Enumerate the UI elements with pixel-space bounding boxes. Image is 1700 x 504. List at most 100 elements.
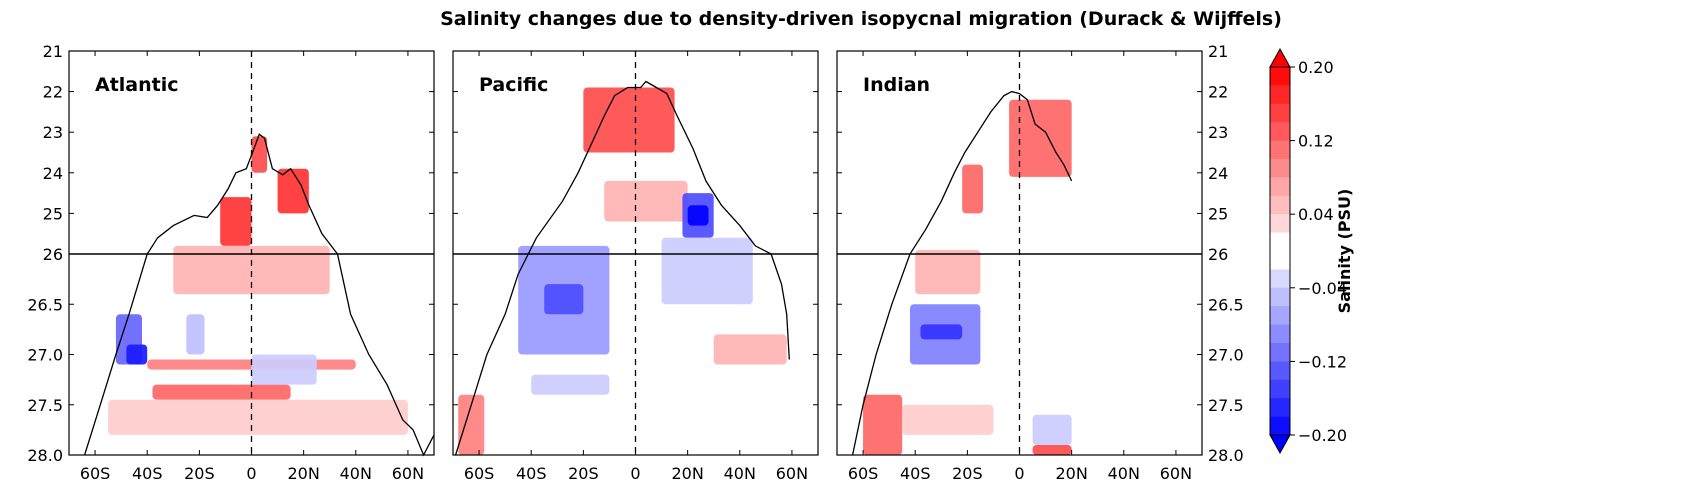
- anomaly-patch: [604, 180, 688, 222]
- colorbar-tick-label: 0.04: [1298, 205, 1334, 224]
- colorbar-band: [1270, 214, 1290, 234]
- anomaly-patch: [713, 334, 787, 365]
- colorbar-band: [1270, 343, 1290, 362]
- x-tick-label: 0: [1014, 464, 1024, 483]
- outcrop-line: [851, 90, 1073, 456]
- colorbar-band: [1270, 361, 1290, 381]
- y-tick-label: 26: [1208, 245, 1228, 264]
- x-tick-label: 40S: [516, 464, 547, 483]
- anomaly-patch: [126, 344, 148, 365]
- y-tick-label: 26: [43, 245, 63, 264]
- y-tick-label: 25: [43, 204, 63, 223]
- colorbar-band: [1270, 103, 1290, 123]
- y-tick-label: 24: [1208, 164, 1228, 183]
- outcrop-line: [454, 80, 790, 456]
- x-tick-label: 0: [630, 464, 640, 483]
- colorbar-extend-bottom: [1269, 434, 1291, 455]
- x-tick-label: 20S: [952, 464, 983, 483]
- chart-title: Salinity changes due to density-driven i…: [440, 8, 1282, 30]
- anomaly-patch: [251, 354, 317, 385]
- panel-label: Indian: [863, 74, 930, 96]
- y-tick-label: 21: [43, 42, 63, 61]
- anomaly-patch: [173, 245, 330, 295]
- y-tick-label: 23: [43, 123, 63, 142]
- y-tick-label: 24: [43, 164, 63, 183]
- colorbar-band: [1270, 67, 1290, 86]
- x-tick-label: 60S: [464, 464, 495, 483]
- anomaly-patch: [458, 394, 485, 455]
- y-tick-label: 26.5: [27, 295, 63, 314]
- colorbar-band: [1270, 306, 1290, 326]
- anomaly-patch: [1032, 414, 1072, 445]
- colorbar-band: [1270, 140, 1290, 160]
- y-tick-label: 23: [1208, 123, 1228, 142]
- anomaly-layer: [863, 99, 1072, 455]
- x-tick-label: 0: [246, 464, 256, 483]
- x-tick-label: 40N: [340, 464, 372, 483]
- colorbar-band: [1270, 85, 1290, 105]
- anomaly-patch: [962, 164, 983, 214]
- colorbar-band: [1270, 122, 1290, 142]
- anomaly-patch: [186, 314, 205, 355]
- colorbar: 0.20 0.12 0.04 −0.04 −0.12 −0.20 Salinity (PSU…: [1269, 47, 1354, 455]
- colorbar-band: [1270, 324, 1290, 344]
- x-tick-label: 40S: [132, 464, 163, 483]
- anomaly-patch: [661, 237, 753, 305]
- anomaly-patch: [1009, 99, 1072, 177]
- colorbar-tick-label: −0.12: [1298, 352, 1347, 371]
- x-tick-label: 60S: [848, 464, 879, 483]
- x-tick-label: 60N: [776, 464, 808, 483]
- x-tick-label: 60N: [1160, 464, 1192, 483]
- panel-atlantic: Atlantic 60S 40S 20S 0 20N 40N 60N: [68, 50, 435, 483]
- anomaly-layer: [458, 87, 787, 455]
- colorbar-label: Salinity (PSU): [1335, 189, 1354, 314]
- colorbar-frame: [1269, 66, 1291, 436]
- anomaly-patch: [915, 249, 981, 295]
- x-tick-label: 20N: [287, 464, 319, 483]
- anomaly-patch: [531, 374, 610, 395]
- x-tick-label: 20N: [671, 464, 703, 483]
- colorbar-tick-label: −0.20: [1298, 426, 1347, 445]
- colorbar-band: [1270, 159, 1290, 178]
- colorbar-band: [1270, 232, 1290, 252]
- colorbar-band: [1270, 251, 1290, 270]
- x-tick-label: 20S: [184, 464, 215, 483]
- colorbar-band: [1270, 287, 1290, 307]
- panel-pacific: Pacific 60S 40S 20S 0 20N 40N 60N: [452, 50, 819, 483]
- colorbar-band: [1270, 195, 1290, 215]
- anomaly-patch: [863, 394, 903, 455]
- x-tick-label: 60S: [80, 464, 111, 483]
- anomaly-patch: [687, 205, 709, 226]
- panel-indian: Indian 60S 40S 20S 0 20N 40N 60N: [836, 50, 1203, 483]
- colorbar-tick-label: 0.20: [1298, 58, 1334, 77]
- anomaly-patch: [920, 324, 963, 340]
- colorbar-band: [1270, 177, 1290, 197]
- y-tick-label: 27.0: [27, 346, 63, 365]
- colorbar-band: [1270, 416, 1290, 436]
- anomaly-patch: [583, 87, 675, 153]
- anomaly-patch: [902, 404, 994, 435]
- colorbar-tick-label: 0.12: [1298, 132, 1334, 151]
- y-tick-label: 22: [43, 83, 63, 102]
- x-tick-label: 20N: [1055, 464, 1087, 483]
- y-tick-label: 21: [1208, 42, 1228, 61]
- y-tick-label: 25: [1208, 204, 1228, 223]
- outcrop-line: [83, 133, 435, 457]
- anomaly-patch: [1032, 444, 1072, 455]
- y-tick-label: 27.5: [27, 396, 63, 415]
- y-tick-label: 28.0: [1208, 446, 1244, 465]
- y-tick-label: 27.0: [1208, 346, 1244, 365]
- panel-label: Pacific: [479, 74, 548, 96]
- x-tick-label: 40N: [724, 464, 756, 483]
- anomaly-patch: [220, 197, 252, 246]
- y-tick-label: 28.0: [27, 446, 63, 465]
- x-tick-label: 20S: [568, 464, 599, 483]
- colorbar-tick-label: −0.04: [1298, 279, 1347, 298]
- y-tick-label: 27.5: [1208, 396, 1244, 415]
- panels: Atlantic 60S 40S 20S 0 20N 40N 60N Pacific 60S 40S…: [27, 42, 1243, 483]
- x-tick-label: 60N: [392, 464, 424, 483]
- x-tick-label: 40N: [1108, 464, 1140, 483]
- anomaly-layer: [108, 136, 408, 435]
